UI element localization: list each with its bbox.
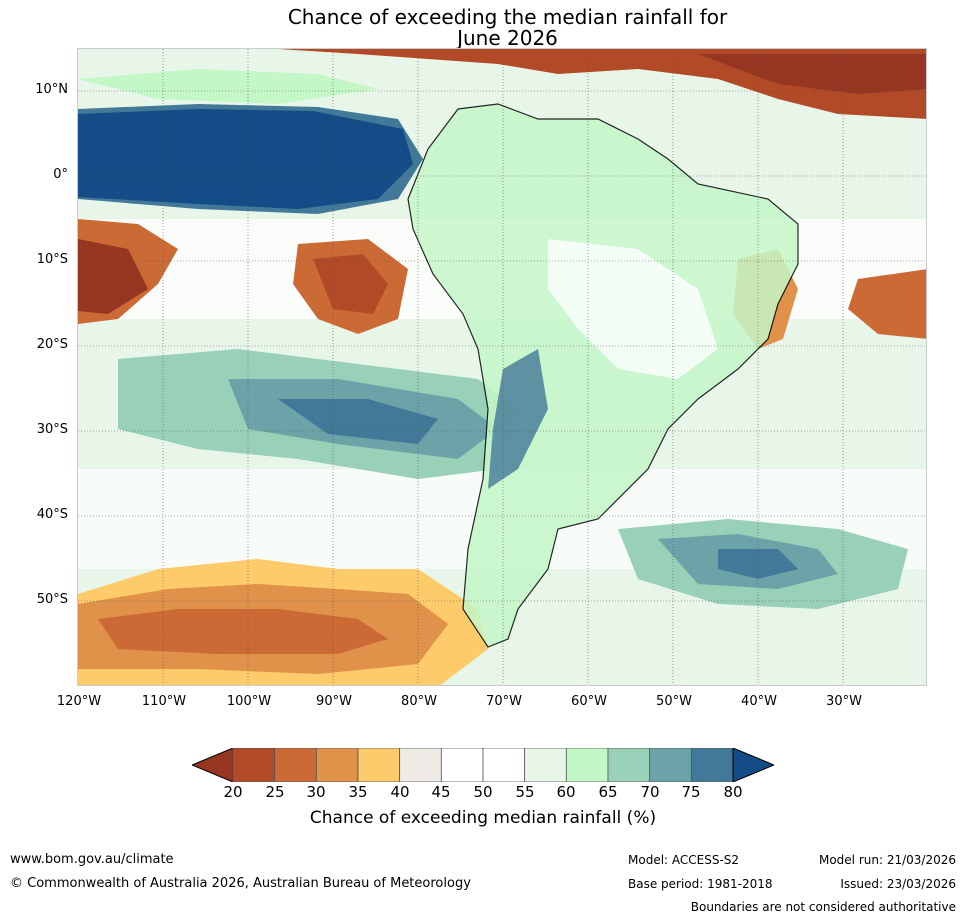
region-dry-southern-pacific bbox=[98, 609, 388, 654]
lon-label-40w: 40°W bbox=[741, 694, 777, 709]
colorbar-high-arrow bbox=[732, 748, 774, 782]
map-graticule bbox=[78, 49, 926, 685]
lon-label-50w: 50°W bbox=[656, 694, 692, 709]
region-wet-pacific bbox=[78, 109, 413, 209]
colorbar-tick: 30 bbox=[306, 783, 326, 801]
lat-label-10s: 10°S bbox=[36, 252, 68, 267]
colorbar-tick: 40 bbox=[390, 783, 410, 801]
footer-copyright: © Commonwealth of Australia 2026, Austra… bbox=[10, 876, 471, 891]
south-america-landmass bbox=[407, 103, 799, 648]
map-canvas bbox=[78, 49, 926, 685]
colorbar-cell bbox=[232, 748, 276, 782]
colorbar-cell bbox=[482, 748, 526, 782]
colorbar-tick: 65 bbox=[598, 783, 618, 801]
colorbar-cell bbox=[690, 748, 734, 782]
chart-title-line1: Chance of exceeding the median rainfall … bbox=[287, 5, 728, 29]
colorbar-tick: 25 bbox=[265, 783, 285, 801]
lat-label-0: 0° bbox=[53, 167, 68, 182]
colorbar-cell bbox=[274, 748, 317, 782]
footer-issued: Issued: 23/03/2026 bbox=[840, 877, 956, 891]
colorbar-tick: 20 bbox=[223, 783, 243, 801]
colorbar-cell bbox=[607, 748, 651, 782]
colorbar-cell bbox=[357, 748, 401, 782]
footer-disclaimer: Boundaries are not considered authoritat… bbox=[690, 900, 956, 914]
rainfall-map bbox=[77, 48, 927, 686]
lon-label-90w: 90°W bbox=[316, 694, 352, 709]
colorbar-label: Chance of exceeding median rainfall (%) bbox=[309, 808, 657, 828]
colorbar-cell bbox=[524, 748, 567, 782]
lat-label-40s: 40°S bbox=[36, 507, 68, 522]
lon-label-80w: 80°W bbox=[401, 694, 437, 709]
footer-url[interactable]: www.bom.gov.au/climate bbox=[10, 852, 174, 867]
colorbar-tick: 75 bbox=[681, 783, 701, 801]
footer-base-period: Base period: 1981-2018 bbox=[628, 877, 773, 891]
lat-label-50s: 50°S bbox=[36, 592, 68, 607]
colorbar-tick: 70 bbox=[640, 783, 660, 801]
colorbar bbox=[192, 748, 774, 782]
colorbar-cell bbox=[649, 748, 692, 782]
lon-label-70w: 70°W bbox=[486, 694, 522, 709]
chart-title-line2: June 2026 bbox=[457, 26, 558, 50]
colorbar-cell bbox=[440, 748, 484, 782]
colorbar-cell bbox=[315, 748, 359, 782]
footer-model: Model: ACCESS-S2 bbox=[628, 853, 740, 867]
lat-label-10n: 10°N bbox=[35, 82, 68, 97]
lat-label-30s: 30°S bbox=[36, 422, 68, 437]
colorbar-cell bbox=[565, 748, 609, 782]
colorbar-low-arrow bbox=[192, 748, 234, 782]
colorbar-tick: 80 bbox=[723, 783, 743, 801]
colorbar-tick: 55 bbox=[515, 783, 535, 801]
footer-model-run: Model run: 21/03/2026 bbox=[818, 853, 956, 867]
lon-label-100w: 100°W bbox=[226, 694, 272, 709]
colorbar-cell bbox=[399, 748, 442, 782]
lat-label-20s: 20°S bbox=[36, 337, 68, 352]
colorbar-tick: 60 bbox=[556, 783, 576, 801]
colorbar-tick: 50 bbox=[473, 783, 493, 801]
colorbar-tick: 35 bbox=[348, 783, 368, 801]
lon-label-60w: 60°W bbox=[571, 694, 607, 709]
lon-label-30w: 30°W bbox=[826, 694, 862, 709]
colorbar-tick: 45 bbox=[431, 783, 451, 801]
lon-label-110w: 110°W bbox=[141, 694, 187, 709]
lon-label-120w: 120°W bbox=[56, 694, 102, 709]
